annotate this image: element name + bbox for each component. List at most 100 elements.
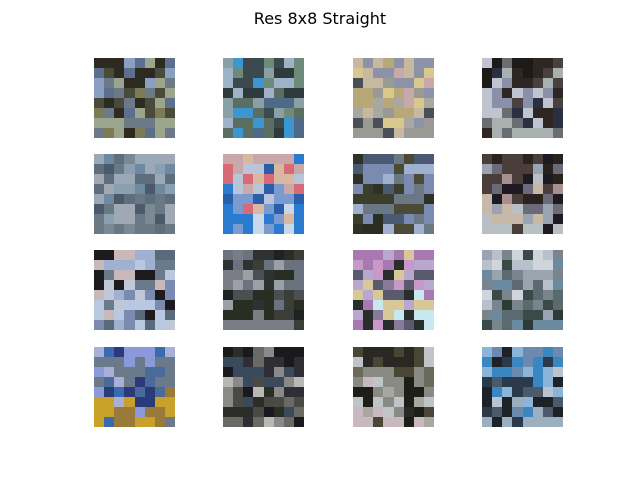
pixel	[403, 357, 414, 367]
pixel	[154, 204, 165, 214]
pixel	[502, 174, 513, 184]
pixel	[502, 407, 513, 417]
pixel	[403, 174, 414, 184]
pixel	[243, 260, 254, 270]
pixel	[144, 88, 155, 98]
pixel	[363, 184, 374, 194]
pixel	[383, 260, 394, 270]
pixel	[542, 98, 553, 108]
pixel	[353, 367, 364, 377]
pixel	[482, 250, 493, 260]
pixel	[263, 128, 274, 138]
pixel	[512, 367, 523, 377]
pixel	[243, 250, 254, 260]
pixel	[542, 280, 553, 290]
pixel	[253, 250, 264, 260]
thumb-5	[94, 154, 175, 234]
pixel	[94, 300, 105, 310]
pixel	[273, 58, 284, 68]
pixel	[253, 290, 264, 300]
pixel	[403, 224, 414, 234]
pixel	[423, 417, 434, 427]
pixel	[373, 290, 384, 300]
pixel	[134, 407, 145, 417]
pixel	[413, 270, 424, 280]
pixel	[154, 417, 165, 427]
pixel	[233, 347, 244, 357]
pixel	[413, 118, 424, 128]
pixel	[353, 387, 364, 397]
pixel	[552, 320, 563, 330]
pixel	[293, 300, 304, 310]
pixel	[393, 184, 404, 194]
pixel	[413, 310, 424, 320]
pixel	[223, 118, 234, 128]
pixel	[164, 58, 175, 68]
pixel	[403, 280, 414, 290]
pixel	[482, 377, 493, 387]
pixel	[353, 290, 364, 300]
pixel	[154, 154, 165, 164]
pixel	[552, 128, 563, 138]
pixel	[363, 98, 374, 108]
pixel	[423, 367, 434, 377]
pixel	[502, 417, 513, 427]
pixel	[94, 347, 105, 357]
pixel	[353, 98, 364, 108]
pixel	[253, 310, 264, 320]
pixel	[353, 224, 364, 234]
pixel	[134, 357, 145, 367]
pixel	[114, 128, 125, 138]
pixel	[253, 377, 264, 387]
pixel	[253, 280, 264, 290]
pixel	[373, 357, 384, 367]
pixel	[233, 58, 244, 68]
pixel	[243, 290, 254, 300]
pixel	[283, 367, 294, 377]
pixel	[273, 320, 284, 330]
pixel	[522, 118, 533, 128]
pixel	[542, 128, 553, 138]
pixel	[243, 174, 254, 184]
pixel	[144, 387, 155, 397]
pixel	[94, 68, 105, 78]
pixel	[104, 347, 115, 357]
pixel	[373, 407, 384, 417]
pixel	[492, 347, 503, 357]
pixel	[164, 78, 175, 88]
pixel	[353, 78, 364, 88]
pixel	[154, 290, 165, 300]
pixel	[144, 260, 155, 270]
pixel	[253, 194, 264, 204]
pixel	[512, 224, 523, 234]
pixel	[353, 118, 364, 128]
pixel	[94, 108, 105, 118]
pixel	[273, 68, 284, 78]
pixel	[393, 280, 404, 290]
pixel	[114, 320, 125, 330]
pixel	[512, 347, 523, 357]
pixel	[124, 250, 135, 260]
pixel	[94, 214, 105, 224]
pixel	[253, 270, 264, 280]
pixel	[383, 377, 394, 387]
pixel	[393, 194, 404, 204]
pixel	[542, 347, 553, 357]
pixel	[144, 194, 155, 204]
pixel	[253, 417, 264, 427]
pixel	[243, 78, 254, 88]
pixel	[154, 118, 165, 128]
pixel	[114, 164, 125, 174]
pixel	[522, 357, 533, 367]
pixel	[253, 88, 264, 98]
pixel	[532, 88, 543, 98]
pixel	[522, 260, 533, 270]
pixel	[512, 174, 523, 184]
pixel	[164, 300, 175, 310]
pixel	[542, 357, 553, 367]
pixel	[273, 174, 284, 184]
pixel	[482, 310, 493, 320]
pixel	[263, 214, 274, 224]
pixel	[104, 260, 115, 270]
